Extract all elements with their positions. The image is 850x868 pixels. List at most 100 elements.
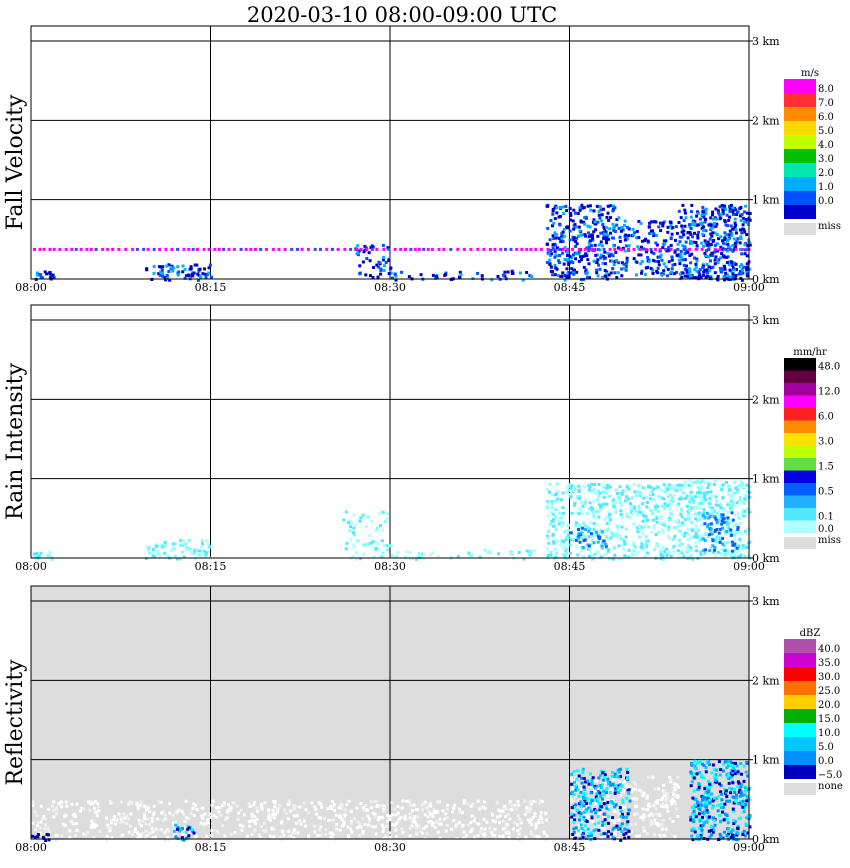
data-cell: [566, 536, 570, 540]
data-cell: [576, 495, 580, 499]
data-cell: [709, 216, 713, 220]
data-cell: [97, 809, 101, 813]
data-cell: [216, 806, 220, 810]
data-cell: [603, 529, 607, 533]
data-cell: [729, 506, 733, 510]
data-cell: [523, 799, 527, 803]
data-cell: [603, 821, 607, 825]
data-cell: [673, 835, 677, 838]
data-cell: [35, 555, 39, 559]
data-cell: [499, 247, 503, 251]
data-cell: [733, 542, 737, 546]
data-cell: [743, 495, 747, 498]
data-cell: [613, 554, 617, 557]
data-cell: [235, 804, 239, 808]
data-cell: [699, 550, 703, 554]
data-cell: [604, 488, 608, 492]
data-cell: [633, 547, 637, 551]
data-cell: [613, 772, 617, 776]
data-cell: [702, 213, 706, 216]
data-cell: [39, 276, 43, 280]
data-cell: [710, 506, 714, 510]
data-cell: [739, 532, 743, 536]
data-cell: [391, 813, 394, 817]
data-cell: [584, 528, 588, 531]
data-cell: [379, 267, 383, 271]
data-cell: [739, 553, 743, 557]
data-cell: [655, 544, 659, 548]
data-cell: [365, 257, 369, 260]
data-cell: [653, 548, 657, 552]
data-cell: [529, 550, 533, 553]
data-cell: [278, 803, 282, 807]
data-cell: [616, 527, 620, 531]
data-cell: [585, 817, 589, 821]
data-cell: [746, 795, 749, 799]
data-cell: [735, 210, 739, 214]
data-cell: [739, 500, 743, 504]
data-cell: [145, 545, 149, 549]
data-cell: [595, 784, 599, 788]
data-cell: [558, 215, 562, 218]
data-cell: [701, 811, 705, 815]
data-cell: [729, 791, 733, 795]
data-cell: [604, 230, 608, 234]
data-cell: [645, 250, 648, 254]
data-cell: [627, 227, 631, 231]
data-cell: [706, 271, 709, 275]
data-cell: [194, 804, 198, 808]
data-cell: [555, 246, 559, 250]
data-cell: [370, 544, 374, 548]
data-cell: [651, 493, 655, 497]
data-cell: [668, 507, 672, 511]
data-cell: [594, 491, 597, 495]
data-cell: [717, 760, 721, 764]
data-cell: [745, 816, 749, 820]
data-cell: [680, 515, 684, 519]
data-cell: [612, 826, 616, 830]
data-cell: [587, 535, 591, 539]
data-cell: [729, 772, 732, 775]
data-cell: [516, 829, 520, 832]
data-cell: [598, 508, 602, 512]
data-cell: [647, 260, 651, 264]
data-cell: [349, 810, 353, 813]
data-cell: [382, 543, 386, 547]
data-cell: [394, 278, 398, 282]
data-cell: [201, 806, 205, 810]
data-cell: [626, 514, 629, 518]
data-cell: [509, 247, 513, 251]
data-cell: [608, 557, 612, 561]
data-cell: [727, 492, 731, 496]
data-cell: [577, 794, 581, 798]
data-cell: [356, 539, 360, 543]
data-cell: [714, 224, 718, 228]
data-cell: [546, 261, 549, 264]
data-cell: [108, 826, 112, 830]
data-cell: [588, 501, 592, 505]
colorbar-label: 48.0: [818, 362, 840, 373]
data-cell: [672, 526, 676, 529]
data-cell: [352, 513, 356, 517]
data-cell: [292, 828, 296, 832]
data-cell: [503, 826, 507, 830]
data-cell: [745, 262, 749, 266]
data-cell: [690, 252, 694, 256]
data-cell: [689, 553, 693, 556]
data-cell: [702, 798, 706, 802]
data-cell: [661, 802, 665, 806]
data-cell: [699, 834, 703, 837]
data-cell: [690, 780, 694, 784]
data-cell: [179, 539, 182, 543]
data-cell: [267, 814, 271, 818]
colorbar-swatch: [784, 79, 816, 93]
data-cell: [657, 225, 661, 229]
data-cell: [699, 824, 703, 828]
data-cell: [562, 547, 566, 551]
data-cell: [617, 827, 620, 831]
data-cell: [697, 760, 701, 763]
data-cell: [588, 549, 592, 553]
data-cell: [604, 534, 608, 538]
data-cell: [347, 521, 351, 525]
data-cell: [395, 555, 398, 559]
